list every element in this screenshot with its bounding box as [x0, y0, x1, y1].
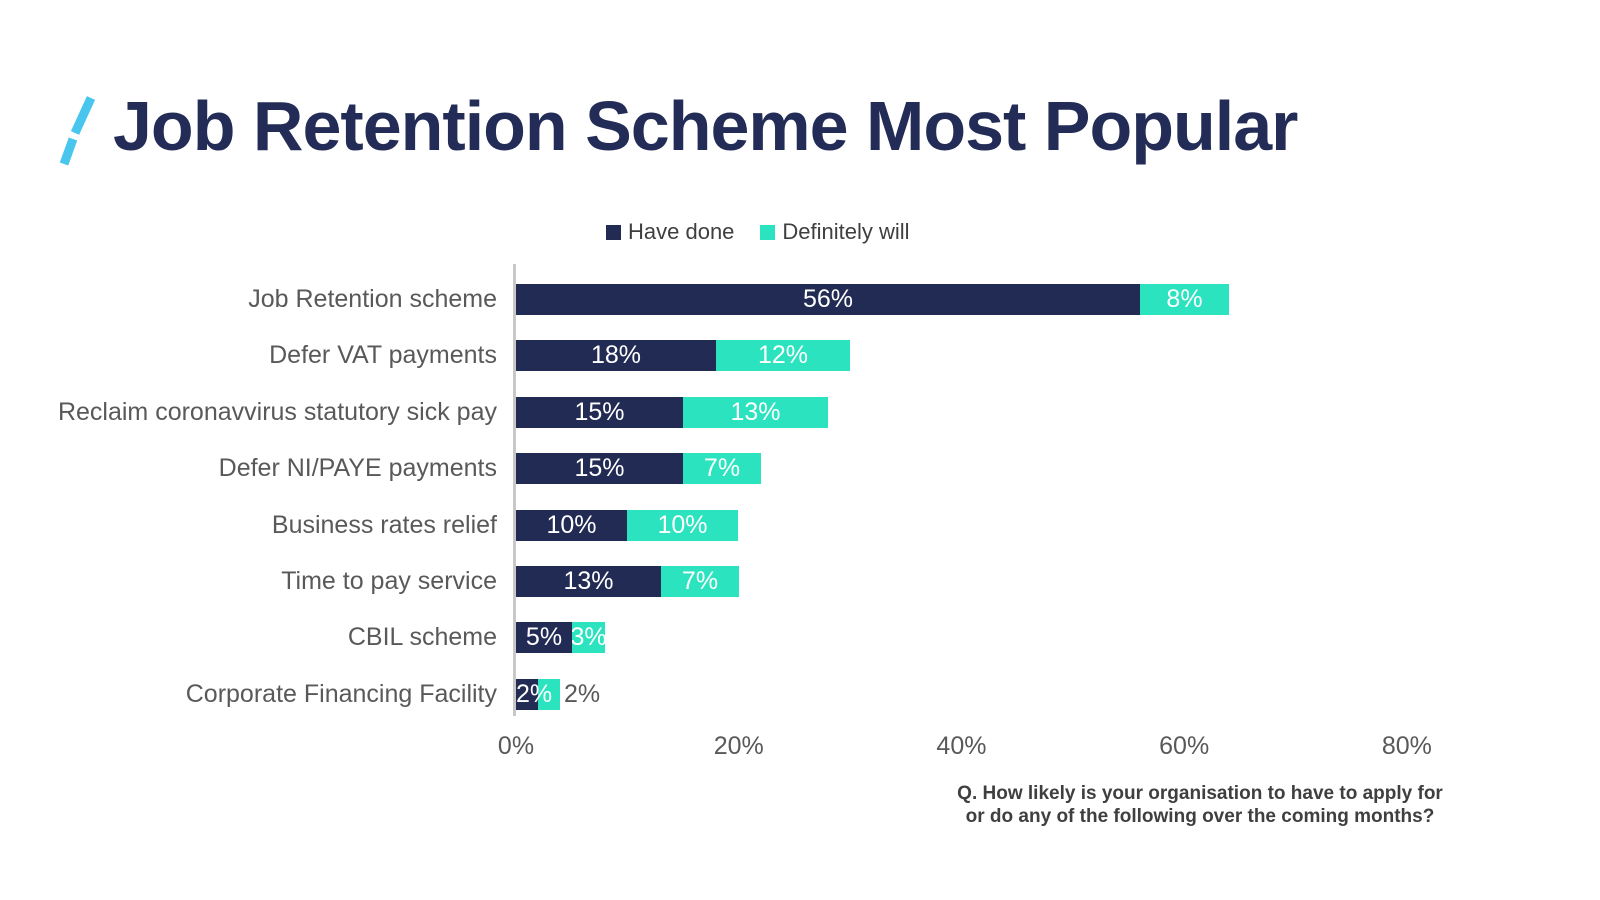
- bar-segment-have-done: 15%: [516, 397, 683, 428]
- chart-legend: Have done Definitely will: [606, 219, 910, 245]
- bar-segment-have-done: 10%: [516, 510, 627, 541]
- bar-segment-have-done: 13%: [516, 566, 661, 597]
- bar-segment-definitely-will: 10%: [627, 510, 738, 541]
- bar-segment-definitely-will: 12%: [716, 340, 850, 371]
- bar-segment-have-done: 5%: [516, 622, 572, 653]
- legend-item-definitely-will: Definitely will: [760, 219, 910, 245]
- brand-slash-icon: [59, 96, 96, 166]
- category-label: Corporate Financing Facility: [185, 680, 497, 708]
- bar-segment-definitely-will: 8%: [1140, 284, 1229, 315]
- footnote-line-2: or do any of the following over the comi…: [965, 806, 1435, 827]
- category-label: Defer VAT payments: [269, 341, 497, 369]
- category-label: Business rates relief: [271, 511, 497, 539]
- bar-value-label-outside: 2%: [564, 680, 601, 708]
- page-title: Job Retention Scheme Most Popular: [113, 87, 1298, 165]
- x-axis-tick-label: 80%: [1381, 732, 1432, 760]
- bar-segment-definitely-will: 13%: [683, 397, 828, 428]
- y-axis-line: [513, 264, 516, 716]
- legend-swatch-icon: [760, 224, 776, 240]
- legend-label: Have done: [628, 219, 735, 244]
- category-label: Defer NI/PAYE payments: [218, 454, 497, 482]
- legend-swatch-icon: [606, 224, 621, 240]
- survey-question-footnote: Q. How likely is your organisation to ha…: [955, 782, 1445, 828]
- bar-segment-have-done: 2%: [516, 679, 553, 710]
- x-axis-tick-label: 40%: [936, 732, 987, 760]
- bar-segment-have-done: 18%: [516, 340, 716, 371]
- x-axis-tick-label: 60%: [1159, 732, 1210, 760]
- bar-segment-have-done: 15%: [516, 453, 683, 484]
- category-label: CBIL scheme: [347, 623, 497, 651]
- category-label: Reclaim coronavvirus statutory sick pay: [57, 398, 497, 426]
- footnote-line-1: Q. How likely is your organisation to ha…: [957, 783, 1443, 804]
- category-label: Job Retention scheme: [248, 285, 497, 313]
- x-axis-tick-label: 0%: [497, 732, 535, 760]
- legend-label: Definitely will: [782, 219, 910, 244]
- bar-segment-have-done: 56%: [516, 284, 1140, 315]
- legend-item-have-done: Have done: [606, 219, 734, 245]
- bar-segment-definitely-will: 7%: [661, 566, 739, 597]
- bar-segment-definitely-will: 3%: [570, 622, 607, 653]
- bar-segment-definitely-will: 7%: [683, 453, 761, 484]
- bar-segment-definitely-will: [538, 679, 560, 710]
- x-axis-tick-label: 20%: [713, 732, 764, 760]
- category-label: Time to pay service: [281, 567, 497, 595]
